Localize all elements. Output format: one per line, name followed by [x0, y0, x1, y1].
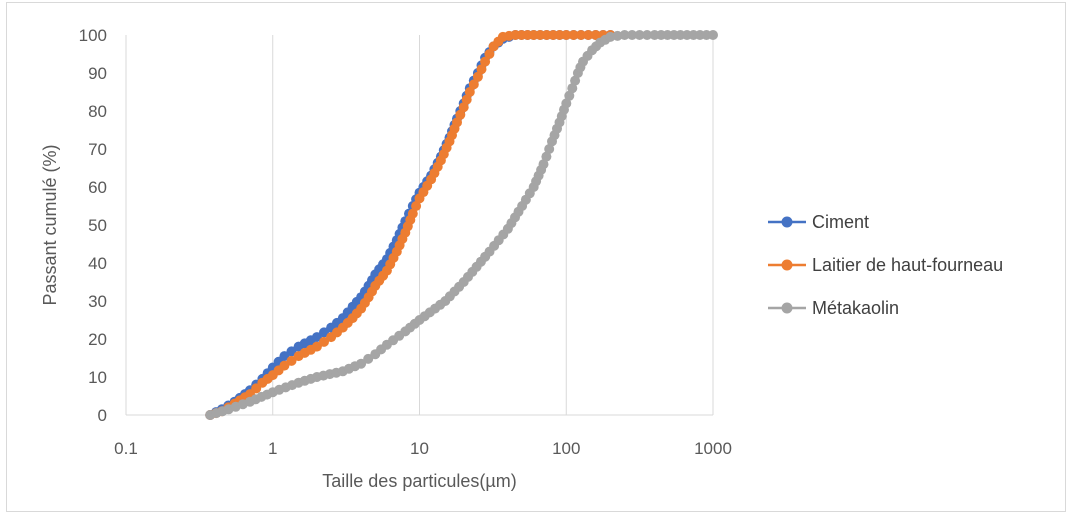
y-tick-label: 20: [88, 330, 107, 349]
legend: Ciment Laitier de haut-fourneau Métakaolin: [768, 212, 1003, 318]
legend-marker: [781, 259, 793, 271]
data-point: [279, 360, 290, 371]
series-group: [205, 30, 718, 420]
x-tick-label: 0.1: [114, 439, 138, 458]
y-axis-title: Passant cumulé (%): [40, 144, 60, 305]
data-point: [286, 355, 297, 366]
data-point: [468, 79, 479, 90]
y-tick-label: 80: [88, 102, 107, 121]
data-point: [356, 358, 367, 369]
y-tick-label: 100: [79, 26, 107, 45]
y-tick-label: 60: [88, 178, 107, 197]
data-point: [319, 336, 329, 347]
data-point: [411, 201, 422, 211]
data-point: [480, 56, 491, 67]
data-point: [570, 75, 581, 86]
legend-label: Laitier de haut-fourneau: [812, 255, 1003, 275]
data-point: [464, 87, 475, 97]
y-tick-label: 0: [98, 406, 107, 425]
data-point: [544, 144, 555, 154]
y-tick-label: 90: [88, 64, 107, 83]
data-point: [458, 102, 469, 113]
legend-item: Ciment: [768, 212, 869, 232]
data-point: [634, 30, 645, 40]
data-point: [561, 30, 572, 40]
y-tick-label: 40: [88, 254, 107, 273]
legend-marker: [781, 216, 793, 228]
data-point: [642, 30, 653, 40]
data-point: [567, 83, 578, 94]
y-tick-label: 30: [88, 292, 107, 311]
legend-item: Métakaolin: [768, 298, 899, 318]
data-point: [564, 90, 575, 101]
data-point: [476, 64, 487, 75]
data-point: [619, 30, 630, 40]
data-point: [576, 30, 586, 40]
data-point: [590, 30, 601, 40]
x-axis-title: Taille des particules(µm): [322, 471, 516, 491]
data-point: [568, 30, 579, 40]
data-point: [407, 208, 418, 219]
data-point: [708, 30, 718, 40]
legend-marker: [781, 302, 793, 314]
data-point: [627, 30, 638, 40]
data-point: [541, 151, 552, 162]
data-point: [561, 98, 572, 109]
grid: [272, 35, 714, 415]
data-point: [319, 327, 329, 338]
legend-item: Laitier de haut-fourneau: [768, 255, 1003, 275]
data-point: [311, 332, 322, 343]
data-point: [452, 117, 462, 128]
data-point: [538, 159, 549, 170]
x-tick-label: 1000: [694, 439, 732, 458]
data-point: [279, 351, 290, 362]
data-point: [286, 346, 297, 357]
series-m-takaolin: [205, 30, 718, 420]
series-laitier-de-haut-fourneau: [205, 30, 616, 420]
x-tick-label: 1: [268, 439, 277, 458]
legend-label: Ciment: [812, 212, 869, 232]
legend-label: Métakaolin: [812, 298, 899, 318]
x-tick-label: 10: [410, 439, 429, 458]
data-point: [583, 30, 594, 40]
data-point: [455, 109, 466, 120]
data-point: [484, 49, 495, 59]
chart-area: [6, 2, 1066, 512]
y-tick-label: 10: [88, 368, 107, 387]
y-tick-label: 50: [88, 216, 107, 235]
data-point: [311, 341, 322, 352]
data-point: [472, 71, 483, 82]
data-point: [363, 353, 374, 364]
x-tick-label: 100: [552, 439, 580, 458]
data-point: [461, 94, 472, 105]
y-tick-label: 70: [88, 140, 107, 159]
